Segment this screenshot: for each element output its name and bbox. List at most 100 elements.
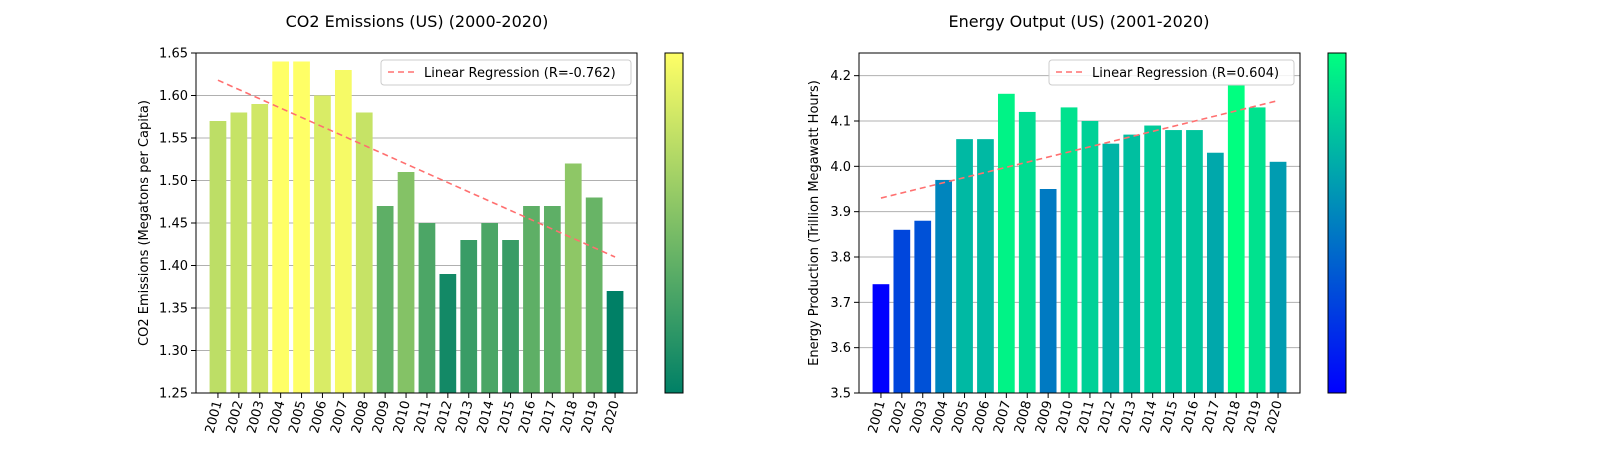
bar xyxy=(293,61,310,393)
y-tick-label: 3.7 xyxy=(830,296,851,311)
x-tick-label: 2011 xyxy=(412,399,435,435)
y-tick-label: 1.25 xyxy=(159,387,188,402)
x-tick-label: 2011 xyxy=(1075,399,1098,435)
x-tick-label: 2012 xyxy=(433,399,456,435)
bar xyxy=(914,220,932,393)
bar xyxy=(1227,84,1245,393)
bar xyxy=(1060,107,1078,394)
bar xyxy=(1206,152,1224,393)
x-tick-label: 2019 xyxy=(579,399,602,435)
x-tick-label: 2015 xyxy=(495,399,518,435)
bar xyxy=(314,95,331,393)
x-tick-label: 2002 xyxy=(224,399,247,435)
x-tick-label: 2001 xyxy=(203,399,226,435)
y-tick-label: 4.2 xyxy=(830,69,851,84)
x-tick-label: 2020 xyxy=(600,399,623,435)
bar xyxy=(872,284,890,393)
bar xyxy=(439,274,457,393)
legend-label: Linear Regression (R=0.604) xyxy=(1092,66,1279,81)
chart-title: Energy Output (US) (2001-2020) xyxy=(949,12,1210,31)
bar xyxy=(543,206,561,393)
bar xyxy=(502,240,519,393)
bar xyxy=(418,223,436,393)
bar xyxy=(956,139,973,393)
y-axis-label: Energy Production (Trillion Megawatt Hou… xyxy=(807,80,822,366)
legend: Linear Regression (R=0.604) xyxy=(1048,59,1295,86)
y-tick-label: 1.45 xyxy=(159,217,188,232)
bar xyxy=(585,197,603,393)
legend: Linear Regression (R=-0.762) xyxy=(380,59,632,86)
energy-output-chart: Energy Output (US) (2001-2020) Energy Pr… xyxy=(807,12,1347,435)
x-tick-label: 2017 xyxy=(1200,399,1223,435)
x-tick-label: 2005 xyxy=(286,399,309,435)
x-tick-label: 2010 xyxy=(391,399,414,435)
bar xyxy=(1165,130,1182,394)
bar xyxy=(1039,189,1057,393)
y-tick-label: 3.8 xyxy=(830,251,851,266)
plot-frame xyxy=(858,52,1301,394)
y-tick-label: 3.9 xyxy=(830,205,851,220)
y-gridlines xyxy=(196,95,637,351)
x-axis-ticks: 2001200220032004200520062007200820092010… xyxy=(866,393,1286,435)
bar xyxy=(997,93,1015,394)
x-tick-label: 2005 xyxy=(949,399,972,435)
bar xyxy=(251,104,269,393)
bar xyxy=(1081,121,1099,393)
y-axis-ticks: 1.25 1.30 1.35 1.40 1.45 1.50 1.55 1.60 1.65 xyxy=(159,47,196,402)
y-tick-label: 4.0 xyxy=(830,160,851,175)
legend-box xyxy=(380,59,632,86)
x-tick-label: 2013 xyxy=(1117,399,1140,435)
x-tick-label: 2015 xyxy=(1158,399,1181,435)
y-tick-label: 1.35 xyxy=(159,302,188,317)
x-tick-label: 2016 xyxy=(516,399,539,435)
x-tick-label: 2010 xyxy=(1054,399,1077,435)
chart-title: CO2 Emissions (US) (2000-2020) xyxy=(286,12,549,31)
bar xyxy=(893,229,911,393)
regression-line xyxy=(880,99,1279,199)
y-tick-label: 3.6 xyxy=(830,341,851,356)
x-tick-label: 2003 xyxy=(908,399,931,435)
bar xyxy=(1123,134,1141,393)
co2-emissions-chart: CO2 Emissions (US) (2000-2020) CO2 Emiss… xyxy=(137,12,684,435)
y-axis-ticks: 3.5 3.6 3.7 3.8 3.9 4.0 4.1 4.2 xyxy=(830,69,859,402)
bar xyxy=(1144,125,1162,394)
x-tick-label: 2018 xyxy=(1221,399,1244,435)
y-tick-label: 4.1 xyxy=(830,115,851,130)
legend-label: Linear Regression (R=-0.762) xyxy=(424,66,616,81)
y-tick-label: 1.30 xyxy=(159,344,188,359)
bar xyxy=(272,61,290,393)
bars xyxy=(872,84,1287,394)
y-tick-label: 3.5 xyxy=(830,387,851,402)
bar xyxy=(334,70,352,393)
x-tick-label: 2003 xyxy=(245,399,268,435)
y-axis-label: CO2 Emissions (Megatons per Capita) xyxy=(137,100,152,346)
x-tick-label: 2006 xyxy=(970,399,993,435)
bars xyxy=(209,61,624,393)
colorbar xyxy=(664,52,684,394)
x-tick-label: 2007 xyxy=(991,399,1014,435)
y-tick-label: 1.55 xyxy=(159,132,188,147)
bar xyxy=(1269,161,1287,393)
x-tick-label: 2008 xyxy=(349,399,372,435)
bar xyxy=(1186,130,1203,394)
x-tick-label: 2004 xyxy=(928,399,951,435)
colorbar xyxy=(1327,52,1347,394)
bar xyxy=(230,112,248,393)
x-tick-label: 2007 xyxy=(328,399,351,435)
x-tick-label: 2013 xyxy=(454,399,477,435)
bar xyxy=(935,179,953,393)
x-tick-label: 2017 xyxy=(537,399,560,435)
x-tick-label: 2014 xyxy=(1137,399,1160,435)
bar xyxy=(1018,111,1036,393)
x-tick-label: 2014 xyxy=(474,399,497,435)
bar xyxy=(397,172,415,393)
bar xyxy=(564,163,582,393)
x-tick-label: 2012 xyxy=(1096,399,1119,435)
bar xyxy=(1248,107,1266,394)
x-tick-label: 2019 xyxy=(1242,399,1265,435)
bar xyxy=(977,139,994,393)
bar xyxy=(481,223,499,393)
legend-box xyxy=(1048,59,1295,86)
x-tick-label: 2006 xyxy=(307,399,330,435)
